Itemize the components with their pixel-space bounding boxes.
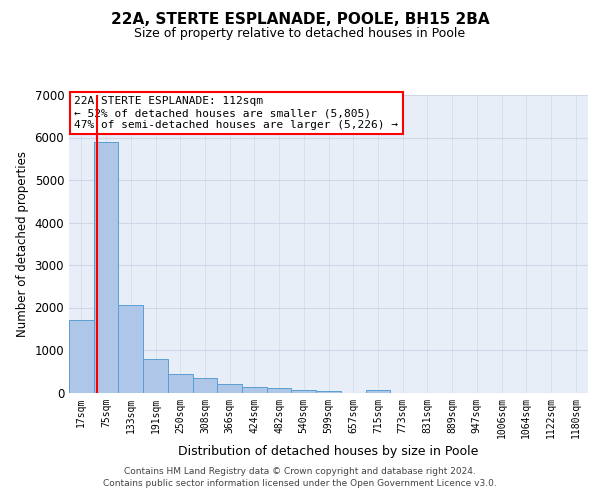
Bar bbox=[143, 358, 168, 392]
Bar bbox=[365, 390, 390, 392]
Bar bbox=[242, 387, 267, 392]
Bar bbox=[316, 391, 341, 392]
Bar bbox=[193, 378, 217, 392]
Text: 22A, STERTE ESPLANADE, POOLE, BH15 2BA: 22A, STERTE ESPLANADE, POOLE, BH15 2BA bbox=[110, 12, 490, 28]
Bar bbox=[267, 388, 292, 392]
Bar bbox=[168, 374, 193, 392]
Text: 22A STERTE ESPLANADE: 112sqm
← 52% of detached houses are smaller (5,805)
47% of: 22A STERTE ESPLANADE: 112sqm ← 52% of de… bbox=[74, 96, 398, 130]
Bar bbox=[217, 384, 242, 392]
Text: Size of property relative to detached houses in Poole: Size of property relative to detached ho… bbox=[134, 28, 466, 40]
Bar bbox=[118, 306, 143, 392]
Text: Contains public sector information licensed under the Open Government Licence v3: Contains public sector information licen… bbox=[103, 478, 497, 488]
Bar bbox=[292, 390, 316, 392]
X-axis label: Distribution of detached houses by size in Poole: Distribution of detached houses by size … bbox=[178, 446, 479, 458]
Bar bbox=[69, 320, 94, 392]
Bar bbox=[94, 142, 118, 393]
Y-axis label: Number of detached properties: Number of detached properties bbox=[16, 151, 29, 337]
Text: Contains HM Land Registry data © Crown copyright and database right 2024.: Contains HM Land Registry data © Crown c… bbox=[124, 467, 476, 476]
